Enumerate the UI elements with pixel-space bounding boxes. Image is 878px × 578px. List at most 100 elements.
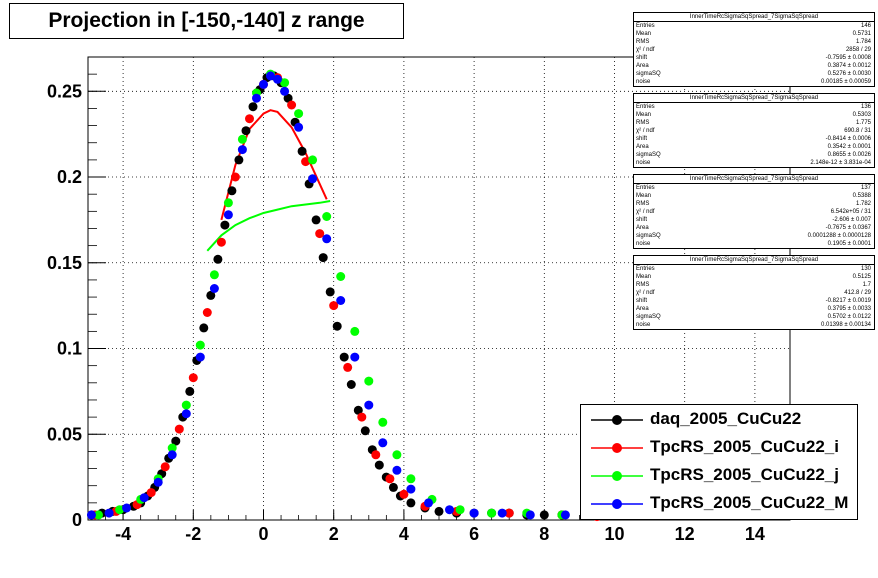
legend-marker-icon bbox=[591, 499, 643, 509]
stats-value: -0.7595 ± 0.0008 bbox=[825, 55, 871, 61]
stats-box: InnerTimeRcSigmaSqSpread_7SigmaSqSpread E… bbox=[633, 12, 875, 87]
stats-row: RMS 1.784 bbox=[634, 38, 874, 46]
stats-key: RMS bbox=[636, 39, 650, 45]
data-point bbox=[280, 86, 290, 96]
data-point bbox=[188, 373, 198, 383]
stats-value: 0.00185 ± 0.00059 bbox=[820, 79, 871, 85]
y-tick-label: 0.2 bbox=[57, 167, 82, 187]
stats-value: 146 bbox=[860, 23, 871, 29]
stats-key: χ² / ndf bbox=[636, 128, 655, 134]
stats-box-header: InnerTimeRcSigmaSqSpread_7SigmaSqSpread bbox=[634, 175, 874, 184]
data-point bbox=[245, 114, 254, 124]
data-point bbox=[424, 498, 433, 508]
data-point bbox=[350, 326, 360, 336]
data-point bbox=[525, 510, 535, 520]
data-point bbox=[392, 465, 402, 475]
stats-row: RMS 1.782 bbox=[634, 200, 874, 208]
stats-key: Mean bbox=[636, 112, 652, 118]
data-point bbox=[399, 489, 409, 499]
data-point bbox=[167, 443, 177, 453]
stats-key: noise bbox=[636, 79, 651, 85]
data-point bbox=[174, 424, 184, 434]
stats-key: RMS bbox=[636, 282, 650, 288]
stats-key: shift bbox=[636, 55, 648, 61]
stats-key: RMS bbox=[636, 201, 650, 207]
data-point bbox=[234, 155, 244, 165]
data-point bbox=[241, 126, 251, 136]
stats-row: χ² / ndf 690.8 / 31 bbox=[634, 127, 874, 135]
stats-value: 0.3795 ± 0.0033 bbox=[827, 306, 871, 312]
stats-value: 0.8655 ± 0.0026 bbox=[827, 152, 871, 158]
data-point bbox=[227, 186, 237, 196]
legend-label: TpcRS_2005_CuCu22_j bbox=[650, 465, 839, 484]
data-point bbox=[469, 508, 479, 518]
stats-value: -0.8217 ± 0.0019 bbox=[825, 298, 871, 304]
stats-key: noise bbox=[636, 322, 651, 328]
data-point bbox=[294, 109, 304, 119]
legend-label: TpcRS_2005_CuCu22_i bbox=[650, 437, 839, 456]
stats-key: Entries bbox=[636, 266, 655, 272]
data-point bbox=[122, 503, 132, 513]
y-tick-label: 0 bbox=[72, 510, 82, 530]
stats-value: 1.782 bbox=[855, 201, 871, 207]
stats-row: χ² / ndf 2858 / 29 bbox=[634, 46, 874, 54]
data-point bbox=[273, 74, 282, 84]
stats-key: Area bbox=[636, 306, 649, 312]
stats-value: 1.7 bbox=[862, 282, 871, 288]
legend-entry: TpcRS_2005_CuCu22_i bbox=[581, 433, 857, 462]
data-point bbox=[153, 477, 163, 487]
x-tick-label: 0 bbox=[258, 524, 268, 544]
stats-key: Entries bbox=[636, 185, 655, 191]
data-point bbox=[318, 253, 328, 263]
data-point bbox=[378, 438, 388, 448]
legend-marker-icon bbox=[591, 415, 643, 425]
data-point bbox=[374, 460, 384, 470]
stats-box: InnerTimeRcSigmaSqSpread_7SigmaSqSpread E… bbox=[633, 255, 875, 330]
stats-row: shift -0.8414 ± 0.0006 bbox=[634, 135, 874, 143]
data-point bbox=[223, 210, 233, 220]
stats-key: Mean bbox=[636, 274, 652, 280]
data-point bbox=[301, 157, 311, 167]
stats-row: shift -2.606 ± 0.007 bbox=[634, 216, 874, 224]
data-point bbox=[322, 234, 332, 244]
stats-row: noise 2.148e-12 ± 3.831e-04 bbox=[634, 159, 874, 167]
y-tick-label: 0.15 bbox=[47, 253, 82, 273]
stats-row: Mean 0.5731 bbox=[634, 30, 874, 38]
data-point bbox=[315, 229, 325, 239]
data-point bbox=[220, 220, 230, 230]
stats-key: shift bbox=[636, 136, 648, 142]
stats-key: χ² / ndf bbox=[636, 290, 655, 296]
stats-value: 0.5702 ± 0.0122 bbox=[827, 314, 871, 320]
data-point bbox=[181, 409, 191, 419]
stats-value: -0.7675 ± 0.0367 bbox=[825, 225, 871, 231]
stats-value: 0.3874 ± 0.0012 bbox=[827, 63, 871, 69]
legend-marker-icon bbox=[591, 471, 643, 481]
stats-value: 137 bbox=[860, 185, 871, 191]
data-point bbox=[146, 488, 156, 498]
x-tick-label: 6 bbox=[469, 524, 479, 544]
data-point bbox=[104, 508, 114, 518]
data-point bbox=[202, 308, 212, 317]
data-point bbox=[371, 450, 381, 460]
data-point bbox=[230, 172, 240, 182]
stats-key: shift bbox=[636, 298, 648, 304]
data-point bbox=[336, 296, 346, 305]
stats-row: Area -0.7675 ± 0.0367 bbox=[634, 224, 874, 232]
data-point bbox=[139, 493, 149, 503]
stats-row: RMS 1.7 bbox=[634, 281, 874, 289]
data-point bbox=[504, 508, 514, 518]
stats-value: -0.8414 ± 0.0006 bbox=[825, 136, 871, 142]
stats-box: InnerTimeRcSigmaSqSpread_7SigmaSqSpread E… bbox=[633, 93, 875, 168]
data-point bbox=[539, 510, 549, 520]
data-point bbox=[360, 426, 370, 436]
stats-row: shift -0.8217 ± 0.0019 bbox=[634, 297, 874, 305]
x-tick-label: 8 bbox=[539, 524, 549, 544]
stats-key: sigmaSQ bbox=[636, 71, 661, 77]
stats-key: Area bbox=[636, 144, 649, 150]
stats-row: χ² / ndf 6.542e+05 / 31 bbox=[634, 208, 874, 216]
data-point bbox=[406, 474, 416, 484]
data-point bbox=[406, 498, 416, 508]
data-point bbox=[259, 79, 268, 89]
stats-value: 2.148e-12 ± 3.831e-04 bbox=[810, 160, 871, 166]
